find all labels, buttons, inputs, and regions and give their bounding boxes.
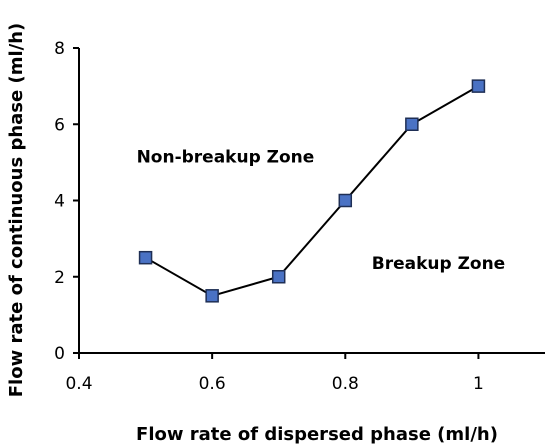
- series-line: [145, 85, 479, 297]
- data-point-marker: [271, 270, 286, 284]
- x-axis-title: Flow rate of dispersed phase (ml/h): [136, 424, 498, 445]
- data-point-marker: [205, 289, 219, 303]
- y-tick-label: 2: [54, 268, 65, 288]
- y-axis-title: Flow rate of continuous phase (ml/h): [6, 23, 27, 398]
- zone-label: Breakup Zone: [372, 254, 505, 274]
- y-tick-label: 6: [54, 115, 65, 135]
- y-tick-label: 4: [54, 192, 65, 212]
- data-point-marker: [471, 79, 486, 93]
- plot-area: 0 2 4 6 8 0.4 0.6 0.8 1 Non-breakup Zone Breakup Z…: [54, 39, 545, 394]
- y-tick-label: 0: [54, 344, 65, 364]
- x-tick-label: 0.6: [199, 374, 226, 394]
- y-tick-label: 8: [54, 39, 65, 59]
- data-point-marker: [405, 117, 419, 131]
- zone-label: Non-breakup Zone: [137, 147, 315, 167]
- x-tick-label: 0.4: [65, 374, 92, 394]
- x-tick-label: 0.8: [332, 374, 359, 394]
- data-point-marker: [338, 193, 353, 208]
- data-point-marker: [138, 250, 153, 265]
- x-tick-label: 1: [473, 374, 484, 394]
